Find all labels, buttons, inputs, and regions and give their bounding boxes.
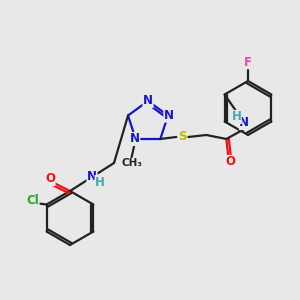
- Text: H: H: [231, 110, 241, 124]
- Text: S: S: [178, 130, 187, 143]
- Text: CH₃: CH₃: [121, 158, 142, 168]
- Text: F: F: [244, 56, 252, 68]
- Text: N: N: [87, 170, 97, 184]
- Text: N: N: [239, 116, 249, 130]
- Text: Cl: Cl: [26, 194, 39, 207]
- Text: N: N: [143, 94, 153, 107]
- Text: N: N: [130, 133, 140, 146]
- Text: H: H: [95, 176, 105, 188]
- Text: O: O: [225, 155, 235, 169]
- Text: O: O: [45, 172, 55, 185]
- Text: N: N: [164, 109, 174, 122]
